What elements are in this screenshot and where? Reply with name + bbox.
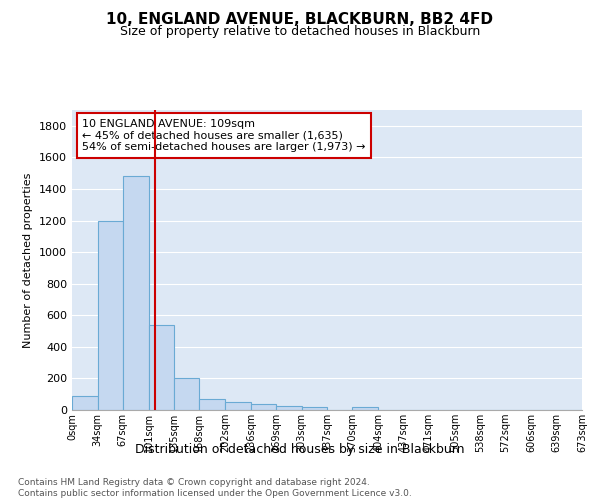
Text: 10 ENGLAND AVENUE: 109sqm
← 45% of detached houses are smaller (1,635)
54% of se: 10 ENGLAND AVENUE: 109sqm ← 45% of detac… [82, 119, 366, 152]
Bar [251, 404, 276, 410]
Bar [72, 396, 98, 410]
Text: Contains HM Land Registry data © Crown copyright and database right 2024.
Contai: Contains HM Land Registry data © Crown c… [18, 478, 412, 498]
Bar [123, 176, 149, 410]
Text: Size of property relative to detached houses in Blackburn: Size of property relative to detached ho… [120, 25, 480, 38]
Bar [302, 407, 328, 410]
Bar [276, 406, 302, 410]
Bar [199, 398, 225, 410]
Bar [352, 407, 378, 410]
Text: Distribution of detached houses by size in Blackburn: Distribution of detached houses by size … [135, 442, 465, 456]
Bar [149, 324, 175, 410]
Bar [98, 220, 123, 410]
Y-axis label: Number of detached properties: Number of detached properties [23, 172, 34, 348]
Text: 10, ENGLAND AVENUE, BLACKBURN, BB2 4FD: 10, ENGLAND AVENUE, BLACKBURN, BB2 4FD [107, 12, 493, 28]
Bar [175, 378, 199, 410]
Bar [225, 402, 251, 410]
